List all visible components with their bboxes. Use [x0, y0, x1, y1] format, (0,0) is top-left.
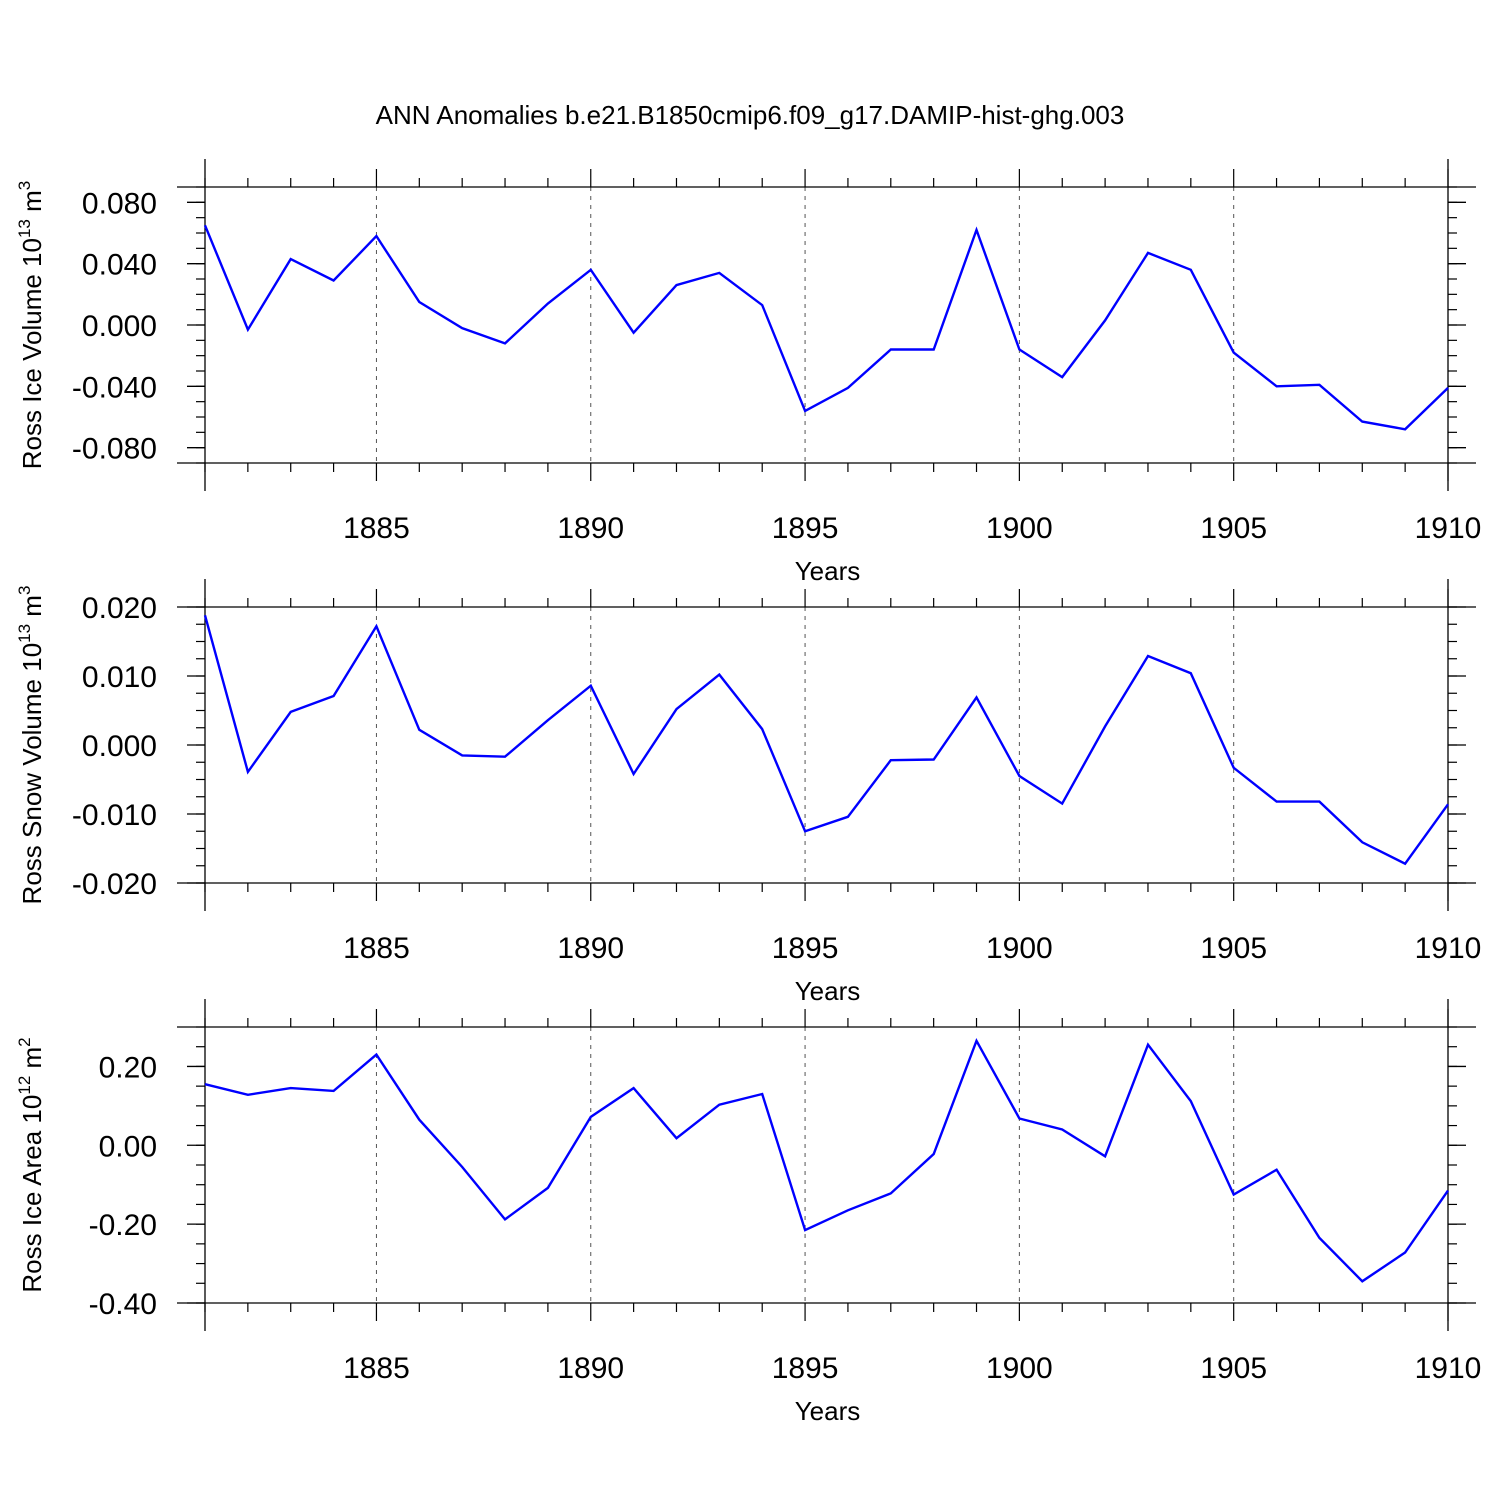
y-axis-title-unit-exponent: 3: [15, 181, 34, 190]
y-axis-title-unit-exponent: 3: [15, 586, 34, 595]
x-tick-label: 1910: [1415, 512, 1482, 545]
y-tick-label: 0.00: [99, 1130, 157, 1163]
x-axis-title: Years: [795, 1396, 861, 1426]
y-axis-title: Ross Ice Area 1012 m2: [15, 1037, 47, 1292]
series-line-3: [204, 1037, 1449, 1283]
x-tick-label: 1885: [343, 932, 410, 965]
y-tick-label: 0.000: [82, 730, 157, 763]
panel-2: 1885 1890 1895 1900 1905 1910 -0.020 -0.010 0.00…: [15, 579, 1481, 1006]
y-axis-title: Ross Snow Volume 1013 m3: [15, 586, 47, 905]
x-tick-label: 1910: [1415, 1352, 1482, 1385]
y-tick-label: 0.000: [82, 310, 157, 343]
x-tick-label: 1885: [343, 512, 410, 545]
y-tick-label: -0.020: [72, 868, 157, 901]
y-tick-label: 0.040: [82, 249, 157, 282]
panel-1: 1885 1890 1895 1900 1905 1910 -0.080 -0.040 0.00…: [15, 159, 1481, 586]
x-tick-label: 1895: [772, 512, 839, 545]
series-line-1: [203, 224, 1449, 431]
panels: 1885 1890 1895 1900 1905 1910 -0.080 -0.040 0.00…: [15, 159, 1481, 1426]
x-axis-title: Years: [795, 556, 861, 586]
x-tick-label: 1905: [1200, 1352, 1267, 1385]
y-axis-title-exponent: 13: [15, 219, 34, 238]
x-tick-label: 1895: [772, 1352, 839, 1385]
y-tick-label: -0.010: [72, 799, 157, 832]
y-tick-label: -0.40: [89, 1288, 157, 1321]
y-tick-label: 0.080: [82, 187, 157, 220]
chart-title: ANN Anomalies b.e21.B1850cmip6.f09_g17.D…: [376, 100, 1125, 130]
series-line-2: [203, 614, 1449, 866]
y-axis-title-exponent: 13: [15, 624, 34, 643]
x-axis-title: Years: [795, 976, 861, 1006]
x-tick-label: 1890: [557, 932, 624, 965]
y-tick-label: 0.010: [82, 661, 157, 694]
y-axis-title-prefix: Ross Ice Area 10: [17, 1095, 47, 1293]
y-axis-title-prefix: Ross Ice Volume 10: [17, 238, 47, 469]
y-tick-label: -0.080: [72, 433, 157, 466]
y-axis-title-prefix: Ross Snow Volume 10: [17, 643, 47, 905]
y-axis-title-unit: m: [17, 595, 47, 624]
x-tick-label: 1905: [1200, 932, 1267, 965]
x-tick-label: 1895: [772, 932, 839, 965]
y-tick-label: 0.20: [99, 1051, 157, 1084]
y-axis-title-exponent: 12: [15, 1076, 34, 1095]
x-tick-label: 1890: [557, 1352, 624, 1385]
x-tick-label: 1900: [986, 932, 1053, 965]
y-tick-label: -0.040: [72, 371, 157, 404]
x-tick-label: 1900: [986, 1352, 1053, 1385]
y-axis-title-unit: m: [17, 1047, 47, 1076]
x-tick-label: 1885: [343, 1352, 410, 1385]
y-axis-title: Ross Ice Volume 1013 m3: [15, 181, 47, 470]
y-tick-label: -0.20: [89, 1209, 157, 1242]
y-tick-label: 0.020: [82, 592, 157, 625]
x-tick-label: 1905: [1200, 512, 1267, 545]
panel-3: 1885 1890 1895 1900 1905 1910 -0.40 -0.20 0.00 0.…: [15, 999, 1481, 1426]
y-axis-title-unit: m: [17, 190, 47, 219]
x-tick-label: 1900: [986, 512, 1053, 545]
x-tick-label: 1910: [1415, 932, 1482, 965]
y-axis-title-unit-exponent: 2: [15, 1037, 34, 1046]
x-tick-label: 1890: [557, 512, 624, 545]
